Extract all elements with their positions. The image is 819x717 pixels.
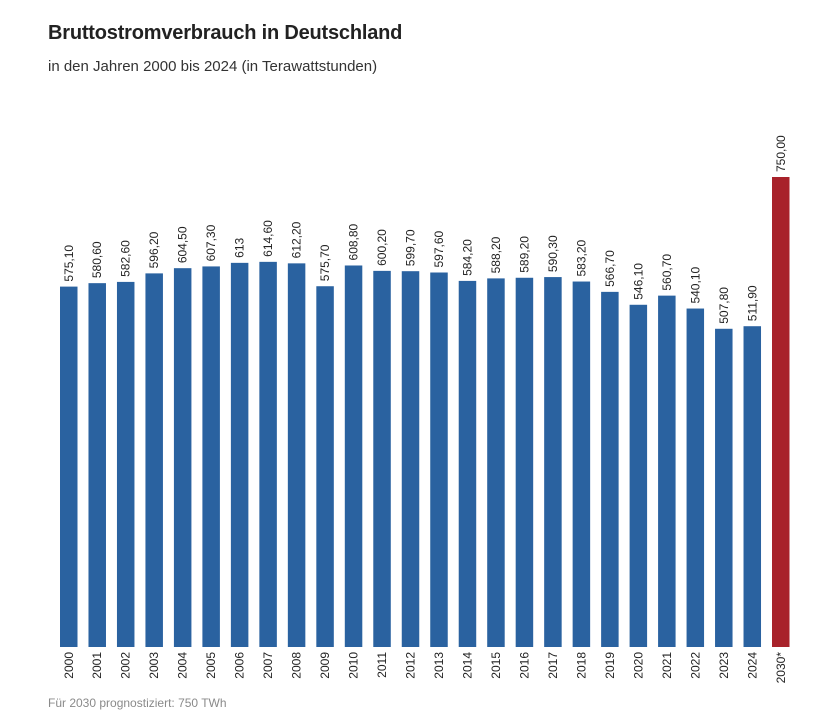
- bar-2012: [401, 271, 420, 647]
- value-label: 507,80: [717, 287, 731, 324]
- x-tick-label: 2020: [631, 652, 645, 679]
- x-tick-label: 2014: [460, 652, 474, 679]
- bar-2019: [601, 291, 619, 647]
- x-tick-label: 2024: [745, 652, 759, 679]
- bar-2001: [88, 283, 106, 647]
- x-tick-label: 2007: [261, 652, 275, 679]
- value-label: 511,90: [745, 285, 759, 321]
- x-tick-label: 2005: [204, 652, 218, 679]
- bar-2021: [658, 295, 676, 647]
- bar-2013: [430, 272, 448, 647]
- bar-2020: [629, 304, 648, 647]
- value-label: 600,20: [375, 229, 389, 266]
- value-label: 607,30: [204, 224, 218, 261]
- bar-2017: [544, 277, 562, 647]
- value-label: 612,20: [290, 221, 304, 258]
- value-label: 596,20: [147, 231, 161, 268]
- x-tick-label: 2001: [90, 652, 104, 679]
- x-tick-label: 2021: [660, 652, 674, 679]
- x-tick-label: 2003: [147, 652, 161, 679]
- value-label: 575,10: [62, 245, 76, 282]
- bar-2004: [173, 268, 192, 647]
- x-tick-label: 2002: [119, 652, 133, 679]
- bar-2002: [116, 281, 135, 647]
- bar-2009: [316, 286, 334, 647]
- value-label: 604,50: [176, 226, 190, 263]
- bar-2000: [60, 286, 78, 647]
- bar-2022: [686, 308, 705, 647]
- value-label: 750,00: [774, 135, 788, 172]
- bar-2006: [230, 262, 249, 647]
- bar-2030-forecast: [772, 177, 790, 647]
- bar-2024: [743, 326, 762, 647]
- chart-title: Bruttostromverbrauch in Deutschland: [48, 22, 403, 44]
- bar-2016: [515, 277, 534, 647]
- bar-2015: [487, 278, 505, 647]
- x-tick-label: 2012: [404, 652, 418, 679]
- bar-2007: [259, 261, 277, 647]
- x-tick-label: 2013: [432, 652, 446, 679]
- value-label: 584,20: [460, 239, 474, 276]
- bar-2018: [572, 281, 591, 647]
- value-label: 566,70: [603, 250, 617, 287]
- x-tick-label: 2022: [688, 652, 702, 679]
- value-label: 560,70: [660, 254, 674, 291]
- value-label: 599,70: [404, 229, 418, 266]
- value-label: 540,10: [688, 267, 702, 304]
- footnote: Für 2030 prognostiziert: 750 TWh: [48, 696, 227, 710]
- x-tick-label: 2023: [717, 652, 731, 679]
- x-tick-label: 2030*: [774, 652, 788, 684]
- x-tick-label: 2017: [546, 652, 560, 679]
- x-tick-label: 2016: [517, 652, 531, 679]
- value-label: 582,60: [119, 240, 133, 277]
- value-label: 608,80: [347, 223, 361, 260]
- x-tick-label: 2018: [574, 652, 588, 679]
- x-tick-label: 2010: [347, 652, 361, 679]
- value-label: 583,20: [574, 239, 588, 276]
- bar-2005: [202, 266, 220, 647]
- x-tick-label: 2009: [318, 652, 332, 679]
- value-label: 589,20: [517, 236, 531, 273]
- value-label: 613: [233, 238, 247, 258]
- x-tick-label: 2019: [603, 652, 617, 679]
- bar-2010: [344, 265, 363, 647]
- x-tick-label: 2015: [489, 652, 503, 679]
- bar-2023: [715, 328, 733, 647]
- bar-2003: [145, 273, 163, 647]
- value-label: 588,20: [489, 236, 503, 273]
- value-label: 597,60: [432, 230, 446, 267]
- value-label: 546,10: [631, 263, 645, 300]
- x-tick-label: 2008: [290, 652, 304, 679]
- bar-2014: [458, 280, 477, 647]
- value-label: 614,60: [261, 220, 275, 257]
- x-tick-label: 2011: [375, 652, 389, 678]
- x-tick-label: 2004: [176, 652, 190, 679]
- value-label: 575,70: [318, 244, 332, 281]
- value-label: 590,30: [546, 235, 560, 272]
- bar-2011: [373, 270, 391, 647]
- x-tick-label: 2006: [233, 652, 247, 679]
- chart-subtitle: in den Jahren 2000 bis 2024 (in Terawatt…: [48, 58, 378, 75]
- bar-2008: [287, 263, 306, 647]
- value-label: 580,60: [90, 241, 104, 278]
- bar-chart: 575,10 2000 580,60 2001 582,60 2002 596,20 2003…: [60, 135, 790, 684]
- x-tick-label: 2000: [62, 652, 76, 679]
